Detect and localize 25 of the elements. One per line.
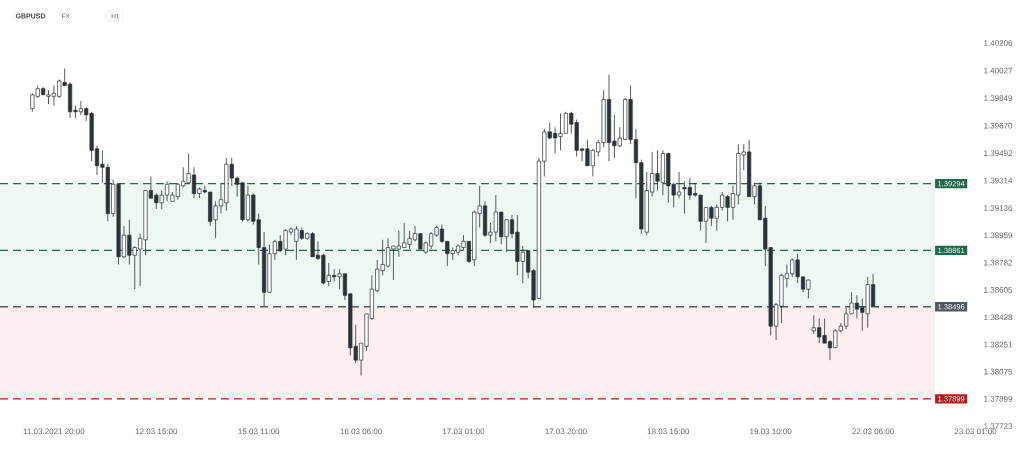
y-tick-label: 1.39849	[984, 95, 1013, 101]
x-tick-label: 19.03 10:00	[750, 428, 792, 435]
y-tick-label: 1.39492	[984, 150, 1013, 156]
y-tick-label: 1.38782	[984, 259, 1013, 266]
x-tick-label: 22.03 06:00	[852, 428, 894, 435]
y-tick-label: 1.37899	[984, 396, 1013, 402]
x-tick-label: 16.03 06:00	[340, 428, 382, 435]
x-tick-label: 11.03.2021 20:00	[23, 428, 85, 435]
x-tick-label: 18.03 15:00	[647, 428, 690, 435]
y-tick-label: 1.39314	[984, 177, 1013, 184]
y-tick-label: 1.39136	[984, 205, 1013, 211]
y-tick-label: 1.37723	[984, 423, 1013, 429]
y-tick-label: 1.38428	[984, 314, 1013, 321]
y-tick-label: 1.40206	[984, 40, 1013, 46]
x-tick-label: 15.03 11:00	[238, 428, 280, 435]
y-tick-label: 1.38959	[984, 232, 1013, 239]
y-tick-label: 1.38075	[984, 368, 1013, 375]
y-tick-label: 1.39670	[984, 122, 1013, 129]
y-tick-label: 1.40027	[984, 67, 1013, 74]
x-tick-label: 17.03 20:00	[545, 428, 587, 435]
y-tick-label: 1.38251	[984, 341, 1013, 348]
x-tick-label: 12.03 15:00	[135, 428, 178, 435]
x-tick-label: 17.03 01:00	[442, 428, 485, 435]
y-tick-label: 1.38605	[984, 287, 1013, 293]
x-tick-label: 23.03 01:00	[954, 428, 997, 435]
